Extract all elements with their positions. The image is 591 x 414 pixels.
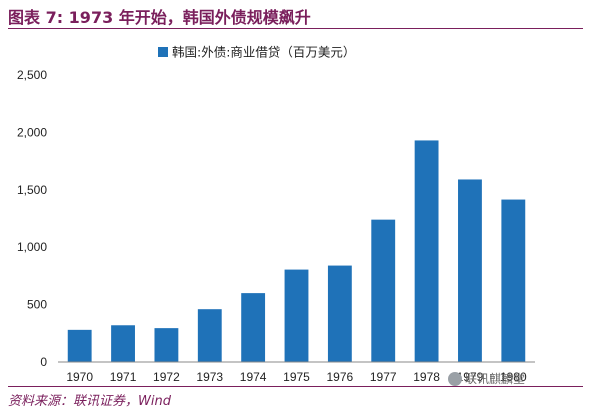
x-tick-label: 1973 <box>196 370 223 384</box>
x-tick-label: 1976 <box>327 370 354 384</box>
legend-label: 韩国:外债:商业借贷（百万美元） <box>172 45 355 60</box>
y-tick-label: 2,500 <box>17 68 47 82</box>
bar-1970 <box>67 329 92 362</box>
bar-1976 <box>327 265 352 362</box>
x-tick-label: 1970 <box>66 370 93 384</box>
bar-1971 <box>111 325 135 362</box>
x-tick-label: 1974 <box>240 370 267 384</box>
bar-1974 <box>241 293 266 362</box>
source-note: 资料来源：联讯证券，Wind <box>8 394 171 409</box>
watermark-text: 联讯麒麟堂 <box>465 372 526 386</box>
bar-1975 <box>284 269 309 362</box>
figure-title: 图表 7: 1973 年开始，韩国外债规模飙升 <box>8 8 311 27</box>
bar-1973 <box>197 309 222 362</box>
title-divider <box>8 28 583 29</box>
y-tick-label: 2,000 <box>17 125 47 139</box>
y-tick-label: 500 <box>27 298 47 312</box>
bar-1978 <box>414 140 439 362</box>
bar-1977 <box>371 219 396 362</box>
x-tick-label: 1980 <box>500 370 527 384</box>
x-tick-label: 1971 <box>110 370 137 384</box>
x-tick-label: 1978 <box>413 370 440 384</box>
y-tick-label: 1,000 <box>17 240 47 254</box>
bar-1980 <box>501 199 526 362</box>
bar-1979 <box>458 179 482 362</box>
x-tick-label: 1975 <box>283 370 310 384</box>
bar-1972 <box>154 328 179 362</box>
source-divider <box>8 386 583 387</box>
y-tick-label: 0 <box>40 355 47 369</box>
x-tick-label: 1977 <box>370 370 397 384</box>
watermark: 联讯麒麟堂 <box>448 370 525 387</box>
y-tick-label: 1,500 <box>17 183 47 197</box>
legend-swatch <box>158 47 168 57</box>
x-tick-label: 1979 <box>457 370 484 384</box>
x-tick-label: 1972 <box>153 370 180 384</box>
legend: 韩国:外债:商业借贷（百万美元） <box>158 45 355 60</box>
wechat-icon <box>448 371 462 386</box>
